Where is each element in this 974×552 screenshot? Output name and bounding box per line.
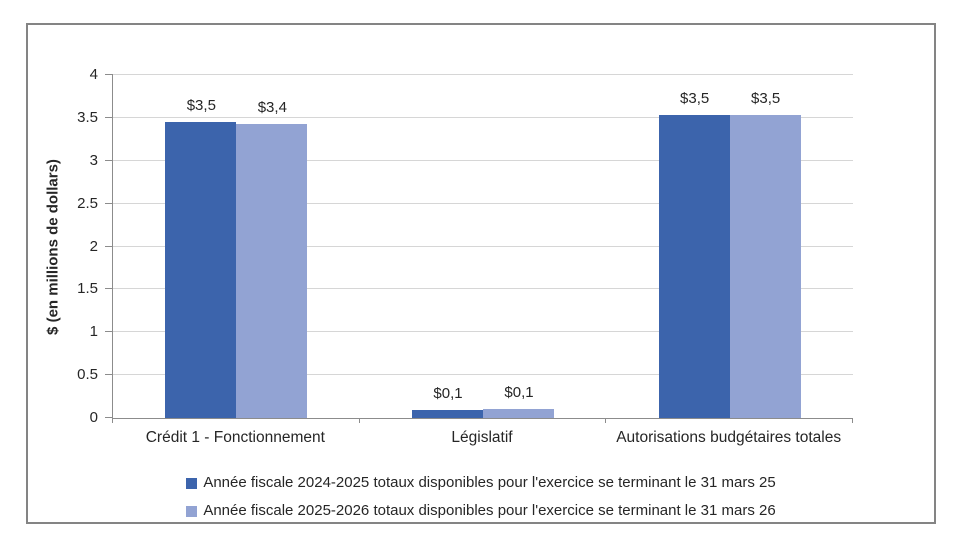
- y-axis-tick: [105, 288, 113, 290]
- gridline: [113, 288, 853, 290]
- y-axis-tick: [105, 331, 113, 333]
- bar: [165, 122, 237, 418]
- y-tick-label: 3: [89, 151, 98, 169]
- y-axis-tick: [105, 74, 113, 75]
- gridline: [113, 116, 853, 118]
- bar: [658, 115, 730, 418]
- y-axis-tick: [105, 202, 113, 204]
- y-tick-label: 0: [89, 409, 98, 426]
- category-label: Législatif: [451, 429, 513, 446]
- bar: [412, 410, 483, 418]
- y-tick-label: 4: [89, 66, 98, 83]
- bar-data-label: $3,5: [186, 97, 216, 115]
- chart-frame: $ (en millions de dollars) 0 0.5 1 1.5 2 2.5 3…: [26, 23, 936, 524]
- bar-data-label: $0,1: [433, 385, 463, 403]
- y-tick-label: 2: [89, 237, 98, 255]
- x-axis-tick: [112, 418, 113, 423]
- category-label: Autorisations budgétaires totales: [616, 429, 842, 446]
- legend-item: Année fiscale 2024-2025 totaux disponibl…: [186, 473, 776, 493]
- y-axis-tick: [105, 417, 113, 418]
- bar-data-label: $0,1: [504, 384, 534, 402]
- x-axis-tick: [605, 418, 606, 423]
- y-axis-tick: [105, 245, 113, 247]
- y-tick-label: 1: [89, 323, 98, 341]
- x-axis-tick: [359, 418, 360, 423]
- y-tick-label: 0.5: [77, 366, 98, 384]
- gridline: [113, 331, 853, 333]
- plot-area: $3,5 $3,4 $0,1 $0,1 $3,5 $3,5: [105, 74, 853, 423]
- legend-label: Année fiscale 2025-2026 totaux disponibl…: [203, 502, 776, 519]
- gridline: [113, 74, 853, 75]
- bar-data-label: $3,5: [680, 90, 710, 108]
- gridline: [113, 159, 853, 161]
- bar: [236, 123, 308, 418]
- y-tick-label: 3.5: [77, 108, 98, 126]
- legend-swatch: [186, 505, 198, 517]
- gridline: [113, 374, 853, 376]
- bar-data-label: $3,4: [257, 98, 287, 116]
- legend-item: Année fiscale 2025-2026 totaux disponibl…: [186, 501, 776, 521]
- category-label: Crédit 1 - Fonctionnement: [145, 429, 325, 446]
- gridline: [113, 202, 853, 204]
- y-tick-label: 1.5: [77, 280, 98, 298]
- bar: [729, 115, 801, 418]
- bar-data-label: $3,5: [751, 90, 781, 108]
- bar: [483, 409, 554, 418]
- x-axis-tick: [852, 418, 853, 423]
- legend-swatch: [186, 477, 198, 489]
- y-axis-tick: [105, 116, 113, 118]
- legend: Année fiscale 2024-2025 totaux disponibl…: [28, 473, 934, 521]
- y-axis-tick: [105, 159, 113, 161]
- y-axis-tick: [105, 374, 113, 376]
- y-tick-label: 2.5: [77, 194, 98, 212]
- legend-label: Année fiscale 2024-2025 totaux disponibl…: [203, 474, 776, 491]
- gridline: [113, 245, 853, 247]
- x-axis-category-labels: Crédit 1 - Fonctionnement Législatif Autor…: [112, 428, 852, 448]
